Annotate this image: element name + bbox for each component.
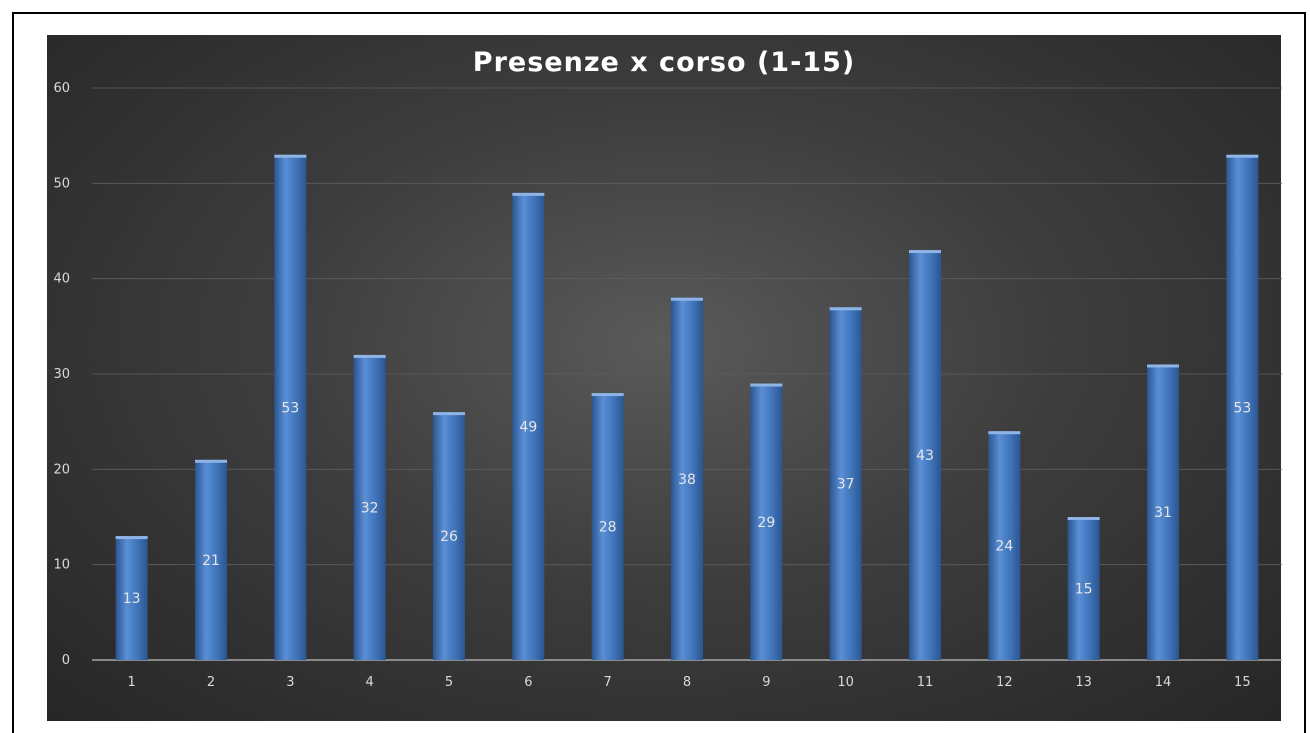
data-label: 26 xyxy=(440,529,458,545)
bar xyxy=(274,154,307,660)
x-tick-label: 8 xyxy=(683,675,691,690)
chart-frame xyxy=(12,12,1306,733)
chart-title: Presenze x corso (1-15) xyxy=(472,47,856,78)
bar xyxy=(829,307,862,660)
bar xyxy=(1226,154,1259,660)
data-label: 15 xyxy=(1075,582,1093,598)
data-label: 53 xyxy=(281,400,299,416)
bar-top-highlight xyxy=(829,307,862,311)
bar xyxy=(1147,364,1179,660)
x-tick-label: 1 xyxy=(128,675,136,690)
x-tick-label: 14 xyxy=(1155,675,1172,690)
x-tick-label: 5 xyxy=(445,675,453,690)
y-tick-label: 20 xyxy=(53,462,70,477)
bar xyxy=(750,383,783,660)
x-tick-label: 4 xyxy=(366,675,374,690)
bar-top-highlight xyxy=(433,412,465,416)
y-tick-label: 60 xyxy=(53,81,70,96)
bar-top-highlight xyxy=(1067,517,1100,520)
x-tick-label: 13 xyxy=(1075,675,1092,690)
bar xyxy=(1067,517,1100,660)
bar-top-highlight xyxy=(1147,364,1179,368)
data-label: 21 xyxy=(202,553,220,569)
bar-top-highlight xyxy=(115,536,148,540)
bar-top-highlight xyxy=(988,431,1021,435)
bar-top-highlight xyxy=(909,250,941,254)
data-label: 29 xyxy=(757,515,775,531)
x-tick-label: 6 xyxy=(524,675,532,690)
x-tick-label: 9 xyxy=(762,675,770,690)
x-tick-label: 3 xyxy=(286,675,294,690)
data-label: 49 xyxy=(519,419,537,435)
bar-top-highlight xyxy=(750,383,783,387)
bar-top-highlight xyxy=(195,459,227,463)
data-label: 31 xyxy=(1154,505,1172,521)
data-label: 43 xyxy=(916,448,934,464)
bar xyxy=(195,459,227,660)
bar-top-highlight xyxy=(353,354,386,358)
data-label: 13 xyxy=(123,591,141,607)
x-tick-label: 2 xyxy=(207,675,215,690)
x-tick-label: 15 xyxy=(1234,675,1251,690)
x-tick-label: 11 xyxy=(917,675,934,690)
y-tick-label: 30 xyxy=(53,367,70,382)
bar xyxy=(353,354,386,660)
bar xyxy=(433,412,465,660)
bar xyxy=(988,431,1021,660)
bar xyxy=(115,536,148,660)
bar-top-highlight xyxy=(1226,154,1259,158)
x-tick-label: 12 xyxy=(996,675,1013,690)
y-tick-label: 50 xyxy=(53,176,70,191)
bar xyxy=(671,297,703,660)
x-tick-label: 7 xyxy=(604,675,612,690)
data-label: 28 xyxy=(599,520,617,536)
data-label: 24 xyxy=(995,539,1013,555)
bar-top-highlight xyxy=(591,393,624,397)
y-tick-label: 0 xyxy=(62,653,70,668)
bar-top-highlight xyxy=(512,192,545,196)
x-tick-label: 10 xyxy=(837,675,854,690)
bar xyxy=(591,393,624,660)
bar-top-highlight xyxy=(274,154,307,158)
bar-top-highlight xyxy=(671,297,703,301)
y-tick-label: 40 xyxy=(53,272,70,287)
bar xyxy=(512,192,545,660)
bar xyxy=(909,250,941,661)
data-label: 53 xyxy=(1233,400,1251,416)
data-label: 38 xyxy=(678,472,696,488)
y-tick-label: 10 xyxy=(53,558,70,573)
data-label: 32 xyxy=(361,500,379,516)
data-label: 37 xyxy=(837,477,855,493)
